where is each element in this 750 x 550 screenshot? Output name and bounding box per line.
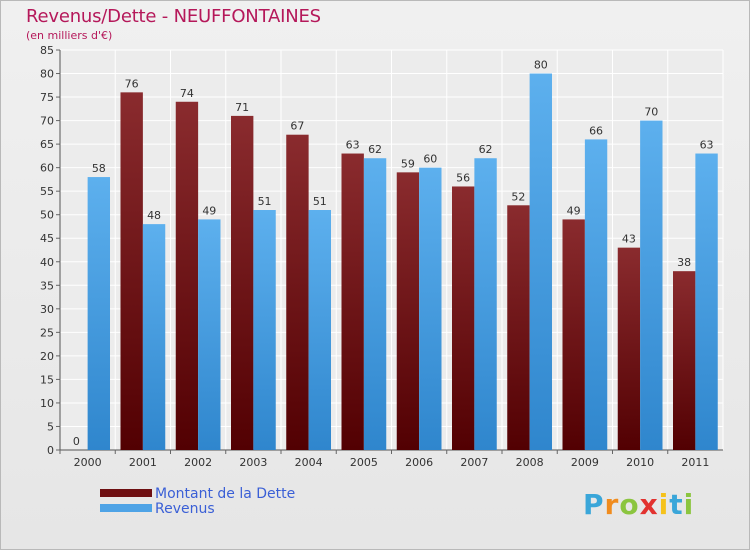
data-label: 62 xyxy=(479,143,493,156)
x-tick-label: 2008 xyxy=(516,456,544,469)
grid-lines xyxy=(59,49,724,451)
logo-letter: r xyxy=(604,488,620,521)
logo-letter: t xyxy=(669,488,684,521)
data-label: 38 xyxy=(677,256,691,269)
y-tick-label: 5 xyxy=(47,420,54,433)
legend-swatch-debt xyxy=(100,489,152,497)
chart-subtitle: (en milliers d'€) xyxy=(26,29,113,42)
bar-revenus xyxy=(695,153,718,450)
legend-swatch-revenus xyxy=(100,504,152,512)
data-label: 74 xyxy=(180,87,194,100)
x-tick-label: 2007 xyxy=(460,456,488,469)
legend-label-debt: Montant de la Dette xyxy=(155,486,296,502)
y-tick-label: 35 xyxy=(40,279,54,292)
bar-revenus xyxy=(142,224,166,450)
y-tick-label: 55 xyxy=(40,185,54,198)
bar-dette xyxy=(396,172,420,450)
data-label: 51 xyxy=(313,195,327,208)
logo-letter: i xyxy=(658,488,670,521)
bar-dette xyxy=(617,247,641,450)
bars xyxy=(87,73,718,451)
bar-revenus xyxy=(584,139,608,451)
y-tick-label: 25 xyxy=(40,326,54,339)
bar-revenus xyxy=(529,73,553,450)
bar-dette xyxy=(230,115,254,450)
bar-dette xyxy=(341,153,364,450)
x-tick-label: 2009 xyxy=(571,456,599,469)
logo-letter: x xyxy=(639,488,659,521)
data-label: 51 xyxy=(258,195,272,208)
data-label: 49 xyxy=(567,204,581,217)
logo-letter: o xyxy=(619,488,640,521)
y-tick-label: 85 xyxy=(40,44,54,57)
x-tick-label: 2001 xyxy=(129,456,157,469)
data-labels: 0 76 74 71 67 63 59 56 52 49 43 38 58 48 49 51 51 62 60 62 8… xyxy=(73,59,714,448)
bar-dette xyxy=(507,205,530,450)
bar-revenus xyxy=(363,158,387,450)
bar-revenus xyxy=(474,158,497,450)
bar-revenus xyxy=(308,210,332,450)
x-tick-label: 2011 xyxy=(681,456,709,469)
data-label: 63 xyxy=(346,139,360,152)
data-label: 70 xyxy=(644,106,658,119)
data-label: 58 xyxy=(92,162,106,175)
data-label: 62 xyxy=(368,143,382,156)
y-tick-label: 40 xyxy=(40,256,54,269)
bar-dette xyxy=(175,101,199,450)
data-label: 52 xyxy=(511,190,525,203)
x-tick-label: 2004 xyxy=(295,456,323,469)
y-tick-label: 45 xyxy=(40,232,54,245)
bar-revenus xyxy=(640,120,663,451)
bar-dette xyxy=(672,271,696,450)
x-tick-label: 2002 xyxy=(184,456,212,469)
y-tick-label: 50 xyxy=(40,209,54,222)
bar-dette xyxy=(451,186,475,450)
data-label: 0 xyxy=(73,435,80,448)
data-label: 76 xyxy=(125,77,139,90)
x-tick-label: 2006 xyxy=(405,456,433,469)
y-tick-label: 15 xyxy=(40,373,54,386)
x-tick-label: 2005 xyxy=(350,456,378,469)
logo-letter: P xyxy=(583,488,605,521)
legend-label-revenus: Revenus xyxy=(155,501,215,517)
y-tick-label: 75 xyxy=(40,91,54,104)
data-label: 56 xyxy=(456,171,470,184)
data-label: 48 xyxy=(147,209,161,222)
data-label: 49 xyxy=(202,204,216,217)
data-label: 43 xyxy=(622,233,636,246)
data-label: 63 xyxy=(700,139,714,152)
x-tick-label: 2003 xyxy=(239,456,267,469)
data-label: 59 xyxy=(401,157,415,170)
bar-dette xyxy=(562,219,585,450)
y-tick-label: 70 xyxy=(40,115,54,128)
y-tick-label: 30 xyxy=(40,303,54,316)
y-tick-label: 10 xyxy=(40,397,54,410)
data-label: 67 xyxy=(290,120,304,133)
bar-revenus xyxy=(419,167,442,450)
y-tick-label: 0 xyxy=(47,444,54,457)
y-tick-label: 65 xyxy=(40,138,54,151)
data-label: 66 xyxy=(589,124,603,137)
y-tick-label: 60 xyxy=(40,162,54,175)
bar-revenus xyxy=(87,177,111,450)
data-label: 80 xyxy=(534,59,548,72)
chart-title: Revenus/Dette - NEUFFONTAINES xyxy=(26,6,321,27)
y-tick-label: 20 xyxy=(40,350,54,363)
logo-letter: i xyxy=(683,488,695,521)
bar-dette xyxy=(286,134,309,451)
x-tick-label: 2000 xyxy=(74,456,102,469)
proxiti-logo: Proxiti xyxy=(583,488,694,521)
data-label: 60 xyxy=(423,153,437,166)
bar-revenus xyxy=(253,210,276,450)
data-label: 71 xyxy=(235,101,249,114)
x-tick-label: 2010 xyxy=(626,456,654,469)
bar-revenus xyxy=(198,219,221,450)
y-tick-label: 80 xyxy=(40,68,54,81)
bar-dette xyxy=(120,92,143,451)
